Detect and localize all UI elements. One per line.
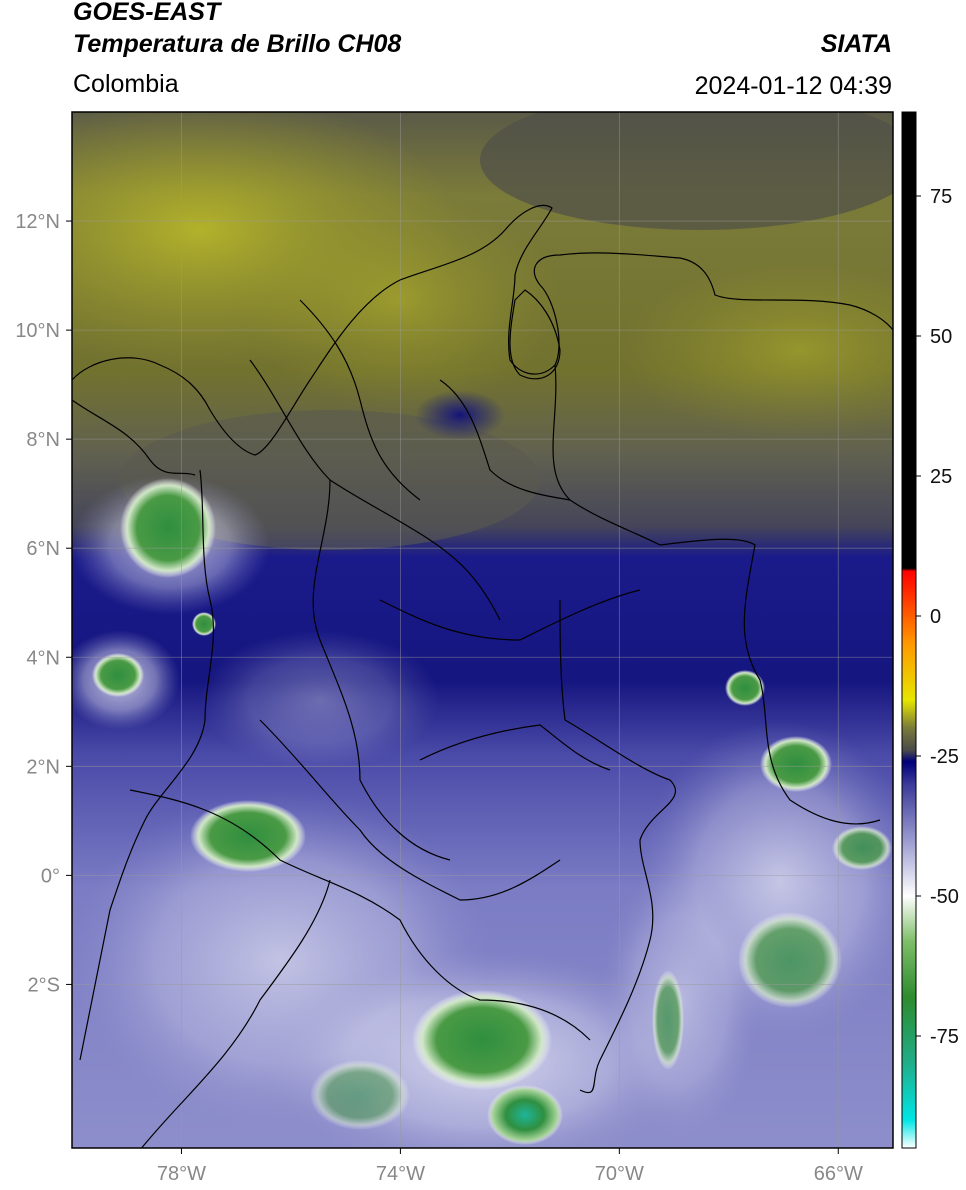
colorbar-tick-label: 25 xyxy=(930,466,952,488)
panama-border xyxy=(72,399,196,476)
dept-8 xyxy=(559,599,566,721)
dept-5 xyxy=(259,719,561,901)
dept-3 xyxy=(419,724,611,771)
dept-1 xyxy=(249,359,501,621)
map-frame xyxy=(71,111,894,1149)
peru-brazil-border xyxy=(140,879,331,1148)
timestamp-label: 2024-01-12 04:39 xyxy=(694,72,892,100)
lon-tick-label: 78°W xyxy=(157,1163,206,1185)
lake-maracaibo xyxy=(509,289,561,380)
lat-tick-label: 10°N xyxy=(15,320,60,342)
colorbar xyxy=(901,111,917,1149)
caribbean-coast xyxy=(72,204,893,456)
colorbar-ticks: 75 50 25 0 -25 -50 -75 xyxy=(916,186,959,1048)
imagery-layer xyxy=(72,112,893,1148)
lat-tick-label: 6°N xyxy=(26,538,60,560)
brazil-border xyxy=(564,719,677,1094)
venezuela-border xyxy=(552,364,881,825)
pacific-coast xyxy=(79,469,215,1061)
lat-tick-label: 4°N xyxy=(26,647,60,669)
colorbar-tick-label: -50 xyxy=(930,886,959,908)
region-label: Colombia xyxy=(73,70,179,98)
lat-tick-label: 8°N xyxy=(26,429,60,451)
colorbar-tick-label: 0 xyxy=(930,606,941,628)
lat-tick-label: 2°N xyxy=(26,756,60,778)
dept-7 xyxy=(299,299,421,501)
satellite-title: GOES-EAST xyxy=(73,0,221,26)
graticule xyxy=(72,112,893,1148)
dept-6 xyxy=(439,379,571,501)
colorbar-tick-label: 75 xyxy=(930,186,952,208)
lat-tick-label: 2°S xyxy=(28,974,60,996)
colorbar-tick-label: -25 xyxy=(930,746,959,768)
lon-tick-label: 70°W xyxy=(595,1163,644,1185)
lon-tick-label: 74°W xyxy=(376,1163,425,1185)
dept-2 xyxy=(312,479,451,861)
colorbar-tick-label: -75 xyxy=(930,1026,959,1048)
longitude-ticks: 78°W 74°W 70°W 66°W xyxy=(157,1148,863,1185)
lat-tick-label: 12°N xyxy=(15,211,60,233)
peru-ecuador-border xyxy=(129,789,591,1041)
latitude-ticks: 12°N 10°N 8°N 6°N 4°N 2°N 0° 2°S xyxy=(15,211,72,996)
colorbar-tick-label: 50 xyxy=(930,326,952,348)
organization-label: SIATA xyxy=(820,30,892,58)
dept-4 xyxy=(379,589,641,641)
product-title: Temperatura de Brillo CH08 xyxy=(73,30,402,58)
lat-tick-label: 0° xyxy=(41,865,60,887)
boundaries-layer xyxy=(72,204,893,1148)
lon-tick-label: 66°W xyxy=(814,1163,863,1185)
